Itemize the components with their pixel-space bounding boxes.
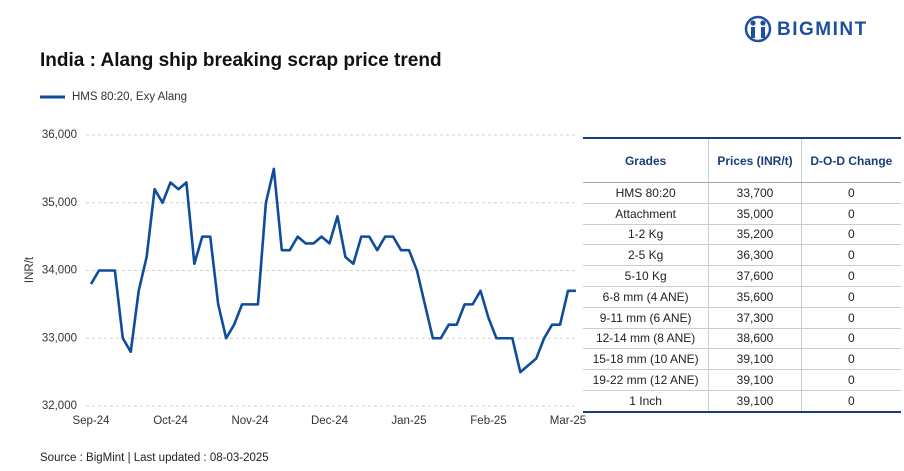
x-tick-label: Dec-24 [311, 415, 349, 427]
table-row: 2-5 Kg 36,300 0 [583, 244, 901, 267]
table-cell: 0 [800, 348, 901, 371]
logo-icon [744, 15, 772, 43]
y-tick-label: 36,000 [42, 129, 77, 141]
table-cell: 2-5 Kg [583, 244, 709, 267]
table-cell: 39,100 [708, 390, 802, 413]
table-cell: 19-22 mm (12 ANE) [583, 369, 709, 391]
table-cell: 39,100 [708, 369, 802, 391]
x-tick-label: Sep-24 [72, 415, 110, 427]
table-header: Grades Prices (INR/t) D-O-D Change [583, 137, 901, 183]
source-note: Source : BigMint | Last updated : 08-03-… [40, 452, 269, 464]
table-row: 15-18 mm (10 ANE) 39,100 0 [583, 348, 901, 371]
x-tick-label: Mar-25 [550, 415, 586, 427]
table-cell: 38,600 [708, 328, 802, 350]
table-cell: 35,600 [708, 286, 802, 308]
table-cell: HMS 80:20 [583, 182, 709, 204]
table-cell: 6-8 mm (4 ANE) [583, 286, 709, 308]
table-cell: 37,600 [708, 265, 802, 287]
table-row: 19-22 mm (12 ANE) 39,100 0 [583, 369, 901, 391]
table-cell: 9-11 mm (6 ANE) [583, 307, 709, 329]
table-cell: 0 [800, 203, 901, 225]
table-row: Attachment 35,000 0 [583, 203, 901, 225]
legend-label: HMS 80:20, Exy Alang [72, 91, 187, 103]
table-cell: 0 [800, 182, 901, 204]
table-cell: 5-10 Kg [583, 265, 709, 287]
table-cell: 0 [800, 244, 901, 267]
table-cell: 37,300 [708, 307, 802, 329]
table-row: 1-2 Kg 35,200 0 [583, 224, 901, 246]
table-cell: 33,700 [708, 182, 802, 204]
column-header: Prices (INR/t) [708, 137, 802, 183]
x-tick-label: Nov-24 [231, 415, 269, 427]
column-header: D-O-D Change [800, 137, 901, 183]
table-cell: 0 [800, 265, 901, 287]
table-row: 12-14 mm (8 ANE) 38,600 0 [583, 328, 901, 350]
table-cell: 0 [800, 390, 901, 413]
y-tick-label: 33,000 [42, 332, 77, 344]
y-tick-label: 35,000 [42, 197, 77, 209]
x-tick-label: Oct-24 [153, 415, 188, 427]
table-row: 6-8 mm (4 ANE) 35,600 0 [583, 286, 901, 308]
table-cell: Attachment [583, 203, 709, 225]
table-row: 1 Inch 39,100 0 [583, 390, 901, 413]
x-tick-label: Feb-25 [470, 415, 506, 427]
table-cell: 39,100 [708, 348, 802, 371]
price-table: Grades Prices (INR/t) D-O-D Change HMS 80:… [583, 137, 901, 413]
column-header: Grades [583, 137, 709, 183]
table-cell: 1-2 Kg [583, 224, 709, 246]
y-axis-label: INR/t [24, 256, 36, 283]
table-row: HMS 80:20 33,700 0 [583, 182, 901, 204]
table-cell: 1 Inch [583, 390, 709, 413]
chart-title: India : Alang ship breaking scrap price … [40, 50, 442, 71]
table-row: 5-10 Kg 37,600 0 [583, 265, 901, 287]
price-line [89, 167, 576, 374]
table-cell: 35,200 [708, 224, 802, 246]
table-cell: 0 [800, 369, 901, 391]
table-row: 9-11 mm (6 ANE) 37,300 0 [583, 307, 901, 329]
table-cell: 0 [800, 224, 901, 246]
y-tick-label: 32,000 [42, 400, 77, 412]
table-cell: 12-14 mm (8 ANE) [583, 328, 709, 350]
table-cell: 0 [800, 307, 901, 329]
logo-text: BIGMINT [777, 19, 868, 40]
table-cell: 0 [800, 328, 901, 350]
table-body: HMS 80:20 33,700 0 Attachment 35,000 0 1-2 Kg 3… [583, 182, 901, 413]
table-cell: 0 [800, 286, 901, 308]
table-cell: 36,300 [708, 244, 802, 267]
table-cell: 35,000 [708, 203, 802, 225]
y-tick-label: 34,000 [42, 265, 77, 277]
table-cell: 15-18 mm (10 ANE) [583, 348, 709, 371]
x-tick-label: Jan-25 [391, 415, 426, 427]
